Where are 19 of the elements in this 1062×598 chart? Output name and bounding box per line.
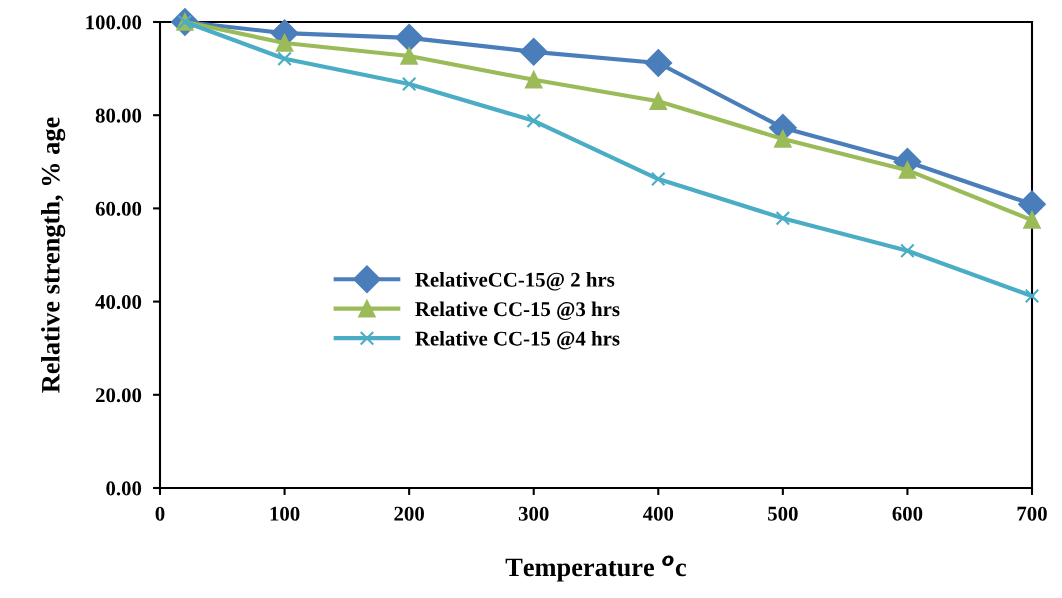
x-tick-label: 400 bbox=[642, 506, 674, 521]
x-tick-label: 600 bbox=[892, 506, 923, 521]
y-tick-label: 100.00 bbox=[86, 15, 142, 30]
legend-label: Relative CC-15 @3 hrs bbox=[415, 301, 620, 320]
y-tick-label: 0.00 bbox=[106, 481, 142, 496]
x-axis-title: Temperature $^{o}$c bbox=[505, 555, 687, 582]
y-tick-label: 40.00 bbox=[95, 294, 142, 310]
x-tick-label: 200 bbox=[394, 506, 424, 521]
x-tick-label: 700 bbox=[1017, 506, 1047, 521]
y-axis-title: Relative strength, % age bbox=[41, 117, 66, 393]
x-tick-label: 0 bbox=[155, 506, 165, 521]
x-tick-label: 300 bbox=[518, 506, 549, 521]
x-tick-label: 500 bbox=[768, 506, 798, 521]
y-tick-label: 20.00 bbox=[95, 388, 142, 403]
legend-label: RelativeCC-15@ 2 hrs bbox=[415, 272, 615, 291]
y-tick-label: 80.00 bbox=[95, 108, 142, 123]
x-tick-label: 100 bbox=[270, 506, 300, 521]
y-tick-label: 60.00 bbox=[95, 201, 142, 216]
legend-label: Relative CC-15 @4 hrs bbox=[415, 330, 620, 350]
